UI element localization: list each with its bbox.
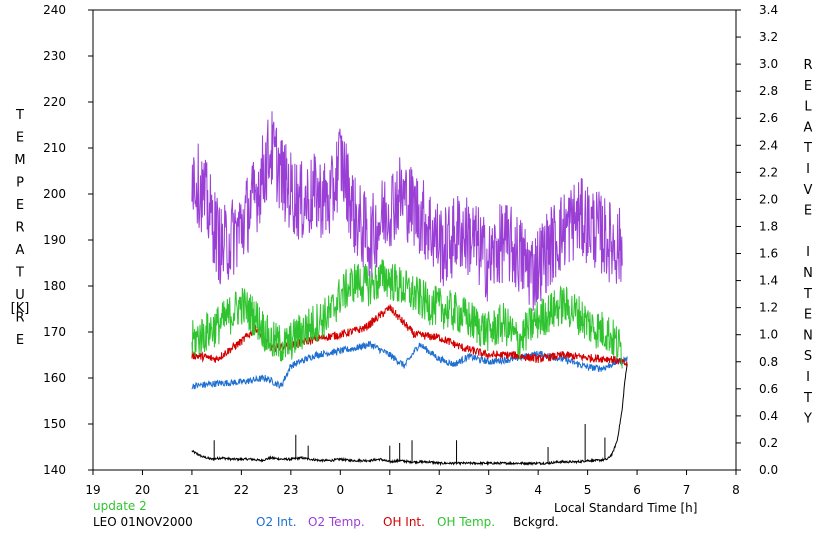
left-axis-label-letter: R — [15, 311, 24, 326]
right-tick-label: 1.0 — [759, 328, 778, 342]
right-axis-label-letter: T — [803, 287, 812, 302]
left-tick-label: 220 — [43, 95, 66, 109]
right-axis-label-letter: E — [804, 308, 812, 323]
x-tick-label: 23 — [283, 483, 298, 497]
x-tick-label: 8 — [732, 483, 740, 497]
x-tick-label: 22 — [234, 483, 249, 497]
left-tick-label: 170 — [43, 325, 66, 339]
x-tick-label: 3 — [485, 483, 493, 497]
right-axis-label-letter: I — [806, 370, 810, 385]
left-axis-label-letter: T — [15, 108, 24, 123]
left-tick-label: 200 — [43, 187, 66, 201]
update-label: update 2 — [93, 499, 147, 513]
series-line-o2-int — [191, 340, 628, 390]
left-axis-unit: [K] — [11, 301, 30, 316]
station-label: LEO 01NOV2000 — [93, 515, 193, 529]
x-tick-label: 21 — [184, 483, 199, 497]
right-tick-label: 3.0 — [759, 57, 778, 71]
right-axis-label-letter: V — [804, 183, 813, 198]
left-tick-label: 190 — [43, 233, 66, 247]
left-axis-label-letter: U — [15, 288, 25, 303]
right-axis-ticks: 0.0 0.2 0.4 0.6 0.8 1.0 1.2 1.4 1.6 1.8 2.0 2.2 2.4 2… — [736, 3, 778, 477]
x-tick-label: 20 — [135, 483, 150, 497]
series-line-oh-temp — [191, 259, 623, 369]
right-axis-label-letter: L — [804, 100, 812, 115]
right-tick-label: 3.2 — [759, 30, 778, 44]
right-axis-label-letter: N — [803, 328, 813, 343]
right-axis-label-letter: A — [804, 120, 813, 135]
right-tick-label: 2.0 — [759, 192, 778, 206]
right-axis-label-letter: Y — [803, 412, 812, 427]
right-axis-label-letter: E — [804, 79, 812, 94]
right-axis-label-letter: E — [804, 204, 812, 219]
left-tick-label: 180 — [43, 279, 66, 293]
left-axis-label-letter: E — [16, 198, 24, 213]
right-axis-label-letter: R — [803, 58, 812, 73]
left-axis-label-letter: R — [15, 221, 24, 236]
legend-o2-int: O2 Int. — [256, 515, 297, 529]
legend-oh-temp: OH Temp. — [437, 515, 495, 529]
right-axis-label-letter: S — [804, 349, 812, 364]
left-axis-label-letter: P — [16, 176, 24, 191]
right-tick-label: 2.8 — [759, 84, 778, 98]
left-tick-label: 140 — [43, 463, 66, 477]
right-tick-label: 1.8 — [759, 219, 778, 233]
right-axis-label-letter: T — [803, 141, 812, 156]
legend: O2 Int. O2 Temp. OH Int. OH Temp. Bckgrd. — [256, 515, 559, 529]
right-tick-label: 3.4 — [759, 3, 778, 17]
series-line-bckgrd — [191, 364, 628, 467]
plot-lines — [191, 111, 628, 467]
x-tick-label: 0 — [336, 483, 344, 497]
right-tick-label: 2.4 — [759, 138, 778, 152]
left-axis-label-letter: T — [15, 266, 24, 281]
right-tick-label: 1.2 — [759, 301, 778, 315]
right-tick-label: 0.8 — [759, 355, 778, 369]
right-axis-label-letter: T — [803, 391, 812, 406]
x-tick-label: 19 — [85, 483, 100, 497]
right-tick-label: 1.6 — [759, 247, 778, 261]
right-tick-label: 0.4 — [759, 409, 778, 423]
right-tick-label: 1.4 — [759, 274, 778, 288]
left-tick-label: 240 — [43, 3, 66, 17]
x-tick-label: 2 — [435, 483, 443, 497]
left-axis-ticks: 140 150 160 170 180 190 200 210 220 230 240 — [43, 3, 93, 477]
right-axis-label-letter: I — [806, 162, 810, 177]
right-tick-label: 0.0 — [759, 463, 778, 477]
x-tick-label: 1 — [386, 483, 394, 497]
right-tick-label: 0.6 — [759, 382, 778, 396]
left-tick-label: 160 — [43, 371, 66, 385]
left-tick-label: 230 — [43, 49, 66, 63]
left-axis-label-letter: M — [14, 153, 25, 168]
legend-o2-temp: O2 Temp. — [308, 515, 365, 529]
right-axis-label-letter: N — [803, 266, 813, 281]
legend-bckgrd: Bckgrd. — [513, 515, 559, 529]
left-axis-label-letter: E — [16, 333, 24, 348]
x-tick-label: 6 — [633, 483, 641, 497]
series-line-o2-temp — [191, 111, 623, 311]
left-axis-label-letter: A — [16, 243, 25, 258]
x-axis-label: Local Standard Time [h] — [554, 501, 697, 515]
left-tick-label: 210 — [43, 141, 66, 155]
left-axis-label-letter: E — [16, 131, 24, 146]
right-tick-label: 2.2 — [759, 165, 778, 179]
right-axis-label-letter: I — [806, 245, 810, 260]
left-tick-label: 150 — [43, 417, 66, 431]
right-tick-label: 0.2 — [759, 436, 778, 450]
right-tick-label: 2.6 — [759, 111, 778, 125]
legend-oh-int: OH Int. — [383, 515, 425, 529]
x-tick-label: 4 — [534, 483, 542, 497]
x-tick-label: 5 — [584, 483, 592, 497]
x-tick-label: 7 — [683, 483, 691, 497]
x-axis-ticks: 19 20 21 22 23 0 1 2 3 4 5 6 7 8 — [85, 470, 740, 497]
